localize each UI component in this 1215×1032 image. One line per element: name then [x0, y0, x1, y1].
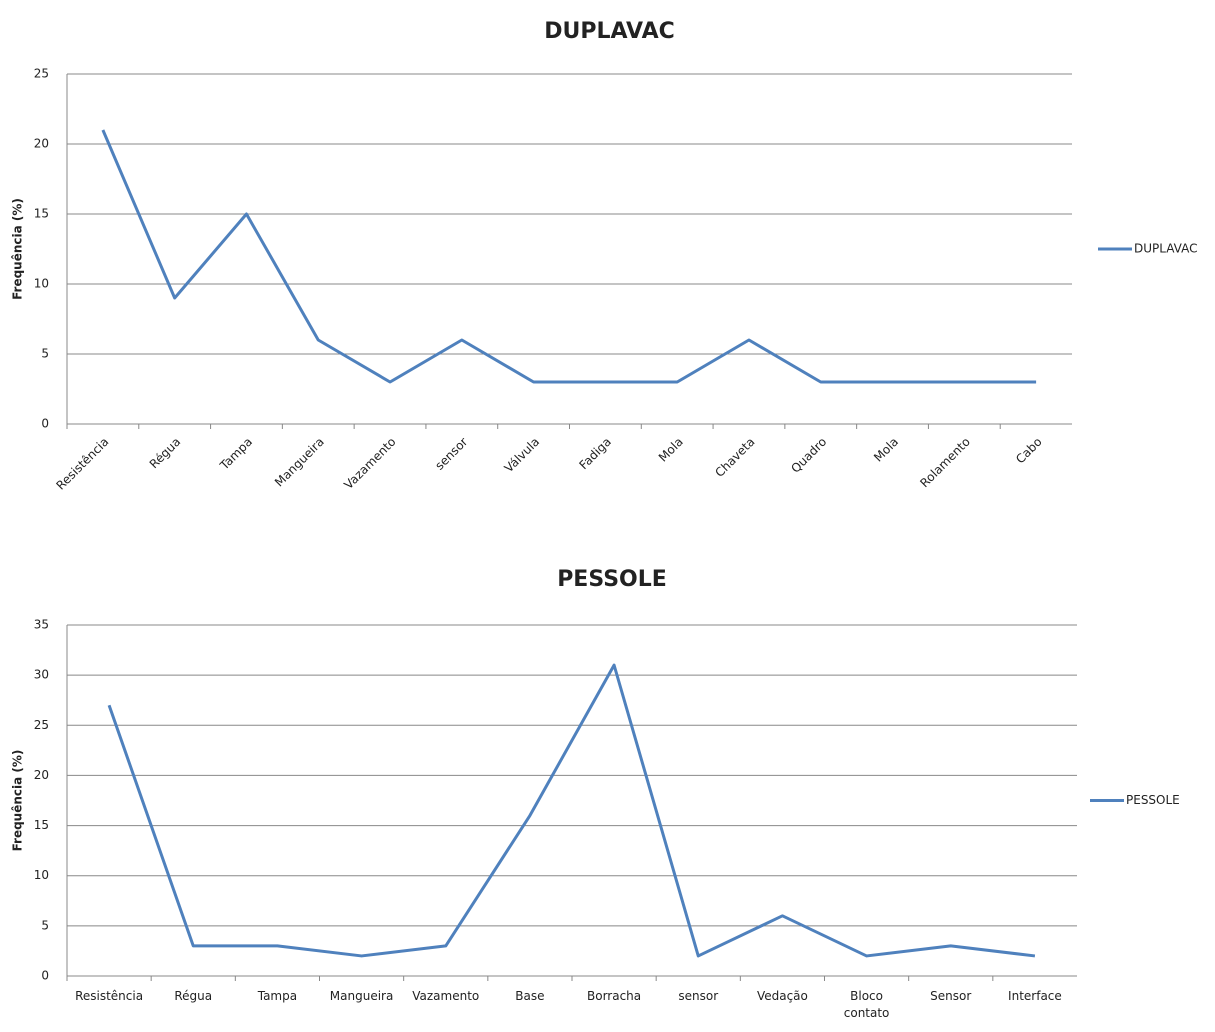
x-tick-label: Mola [871, 435, 901, 465]
x-tick-label: Rolamento [917, 435, 973, 491]
x-tick-label: Chaveta [712, 435, 757, 480]
y-tick-label: 25 [34, 718, 49, 732]
x-tick-label: Régua [147, 435, 184, 472]
y-tick-label: 15 [34, 207, 49, 221]
x-tick-label: Mangueira [330, 989, 394, 1003]
x-tick-label: Base [515, 989, 544, 1003]
x-tick-label: Sensor [930, 989, 971, 1003]
y-tick-label: 10 [34, 277, 49, 291]
x-tick-label: Resistência [54, 435, 112, 493]
data-line [101, 129, 1037, 384]
y-tick-label: 0 [41, 969, 49, 983]
y-axis-label: Frequência (%) [11, 198, 25, 300]
legend-label: DUPLAVAC [1134, 242, 1197, 256]
data-line [107, 663, 1036, 958]
y-tick-label: 10 [34, 868, 49, 882]
chart-title: DUPLAVAC [544, 19, 675, 44]
x-tick-label: sensor [678, 989, 718, 1003]
y-axis-label: Frequência (%) [11, 750, 25, 852]
x-tick-label: Válvula [502, 435, 543, 476]
x-tick-label: Mangueira [272, 435, 327, 490]
x-tick-label: Vazamento [412, 989, 479, 1003]
x-tick-label: sensor [432, 435, 470, 473]
y-tick-label: 20 [34, 768, 49, 782]
y-tick-label: 25 [34, 67, 49, 81]
x-tick-label: Interface [1008, 989, 1062, 1003]
y-tick-label: 5 [41, 347, 49, 361]
x-tick-label: Bloco contato [844, 989, 890, 1020]
x-tick-label: Tampa [257, 989, 297, 1003]
legend-label: PESSOLE [1126, 793, 1180, 807]
x-tick-label: Fadiga [576, 435, 614, 473]
y-tick-label: 20 [34, 137, 49, 151]
y-tick-label: 35 [34, 618, 49, 632]
x-tick-label: Vedação [757, 989, 808, 1003]
x-tick-label: Resistência [75, 989, 143, 1003]
y-tick-label: 5 [41, 918, 49, 932]
y-tick-label: 30 [34, 668, 49, 682]
chart-title: PESSOLE [557, 567, 667, 592]
x-tick-label: Quadro [788, 435, 829, 476]
x-tick-label: Vazamento [341, 435, 398, 492]
x-tick-label: Cabo [1013, 435, 1045, 467]
x-tick-label: Régua [174, 989, 212, 1003]
x-tick-label: Mola [656, 435, 686, 465]
x-tick-label: Tampa [217, 435, 255, 473]
y-tick-label: 15 [34, 818, 49, 832]
y-tick-label: 0 [41, 417, 49, 431]
x-tick-label: Borracha [587, 989, 641, 1003]
